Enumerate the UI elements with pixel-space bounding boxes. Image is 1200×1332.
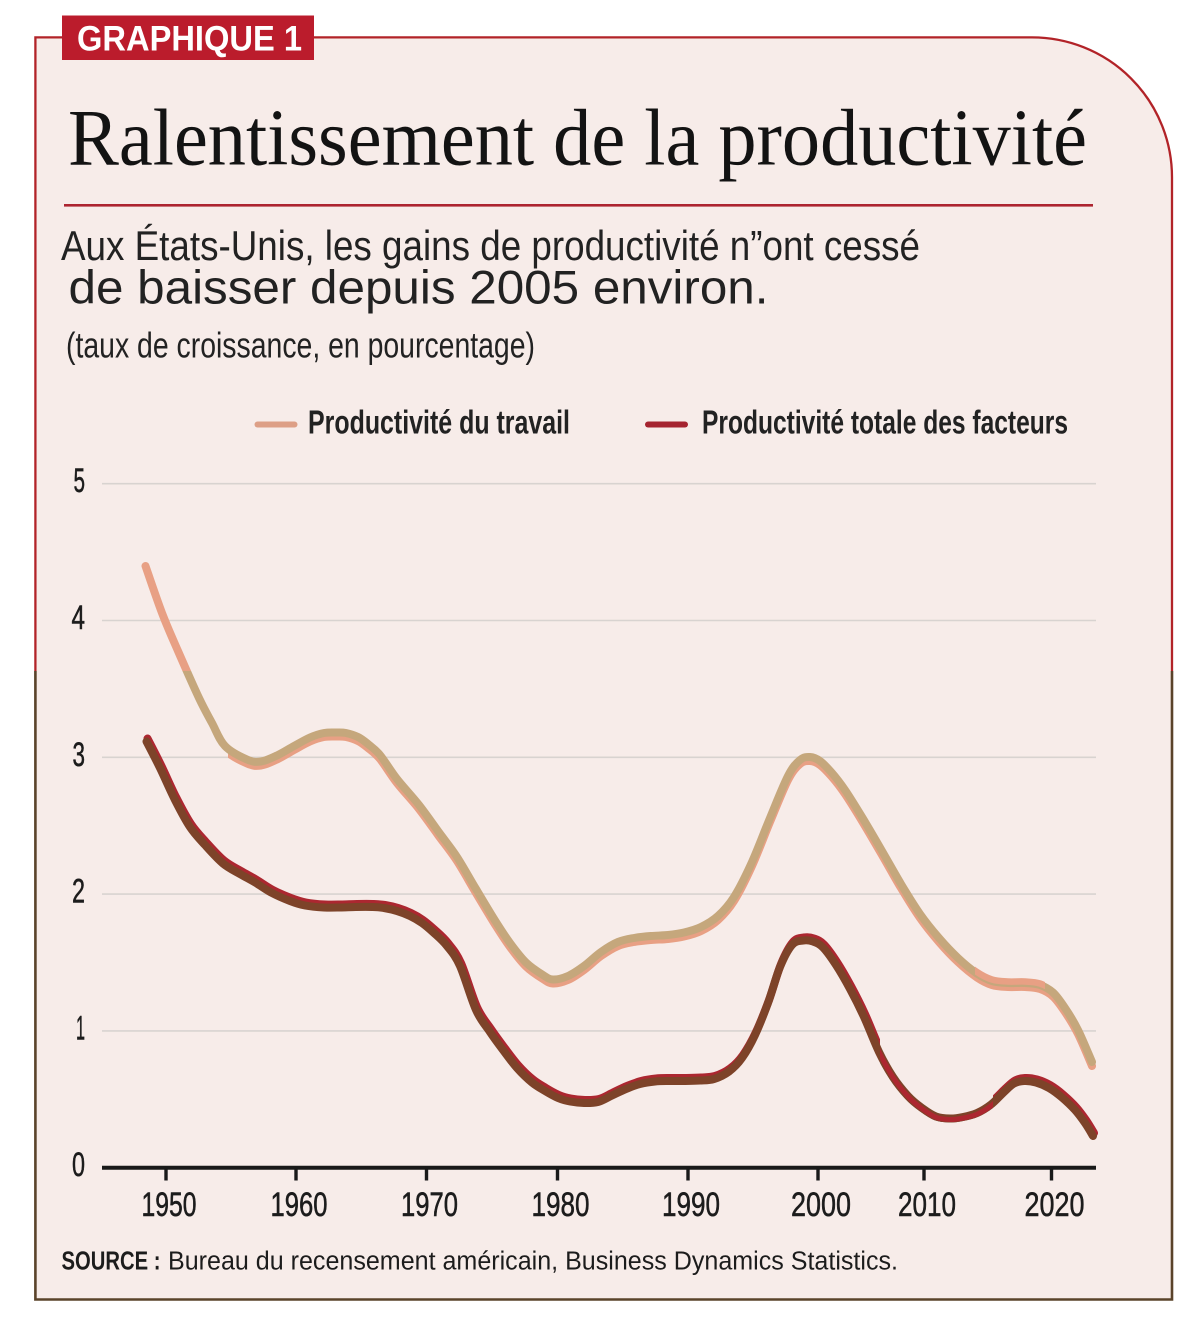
svg-text:Aux États-Unis, les gains de p: Aux États-Unis, les gains de productivit… bbox=[61, 222, 920, 269]
svg-text:de baisser depuis 2005 environ: de baisser depuis 2005 environ. bbox=[69, 261, 769, 314]
svg-text:1: 1 bbox=[76, 1009, 85, 1047]
svg-text:Productivité totale des facteu: Productivité totale des facteurs bbox=[702, 404, 1068, 441]
svg-text:Bureau du recensement américai: Bureau du recensement américain, Busines… bbox=[168, 1248, 898, 1276]
svg-text:2020: 2020 bbox=[1025, 1186, 1085, 1224]
svg-text:SOURCE :: SOURCE : bbox=[62, 1248, 161, 1276]
svg-text:2010: 2010 bbox=[898, 1186, 956, 1224]
svg-text:1990: 1990 bbox=[662, 1186, 720, 1224]
svg-text:1960: 1960 bbox=[271, 1186, 328, 1224]
svg-text:3: 3 bbox=[73, 736, 86, 774]
svg-text:1980: 1980 bbox=[532, 1186, 590, 1224]
svg-text:(taux de croissance, en pource: (taux de croissance, en pourcentage) bbox=[66, 325, 535, 366]
svg-text:GRAPHIQUE 1: GRAPHIQUE 1 bbox=[77, 20, 302, 59]
svg-text:2: 2 bbox=[72, 873, 85, 911]
svg-text:Ralentissement de la productiv: Ralentissement de la productivité bbox=[68, 95, 1087, 183]
svg-text:2000: 2000 bbox=[791, 1186, 851, 1224]
svg-text:Productivité du travail: Productivité du travail bbox=[308, 404, 570, 441]
svg-text:1970: 1970 bbox=[401, 1186, 458, 1224]
svg-text:4: 4 bbox=[72, 599, 86, 637]
svg-text:0: 0 bbox=[72, 1146, 85, 1184]
svg-text:1950: 1950 bbox=[142, 1186, 197, 1224]
svg-text:5: 5 bbox=[74, 462, 86, 500]
